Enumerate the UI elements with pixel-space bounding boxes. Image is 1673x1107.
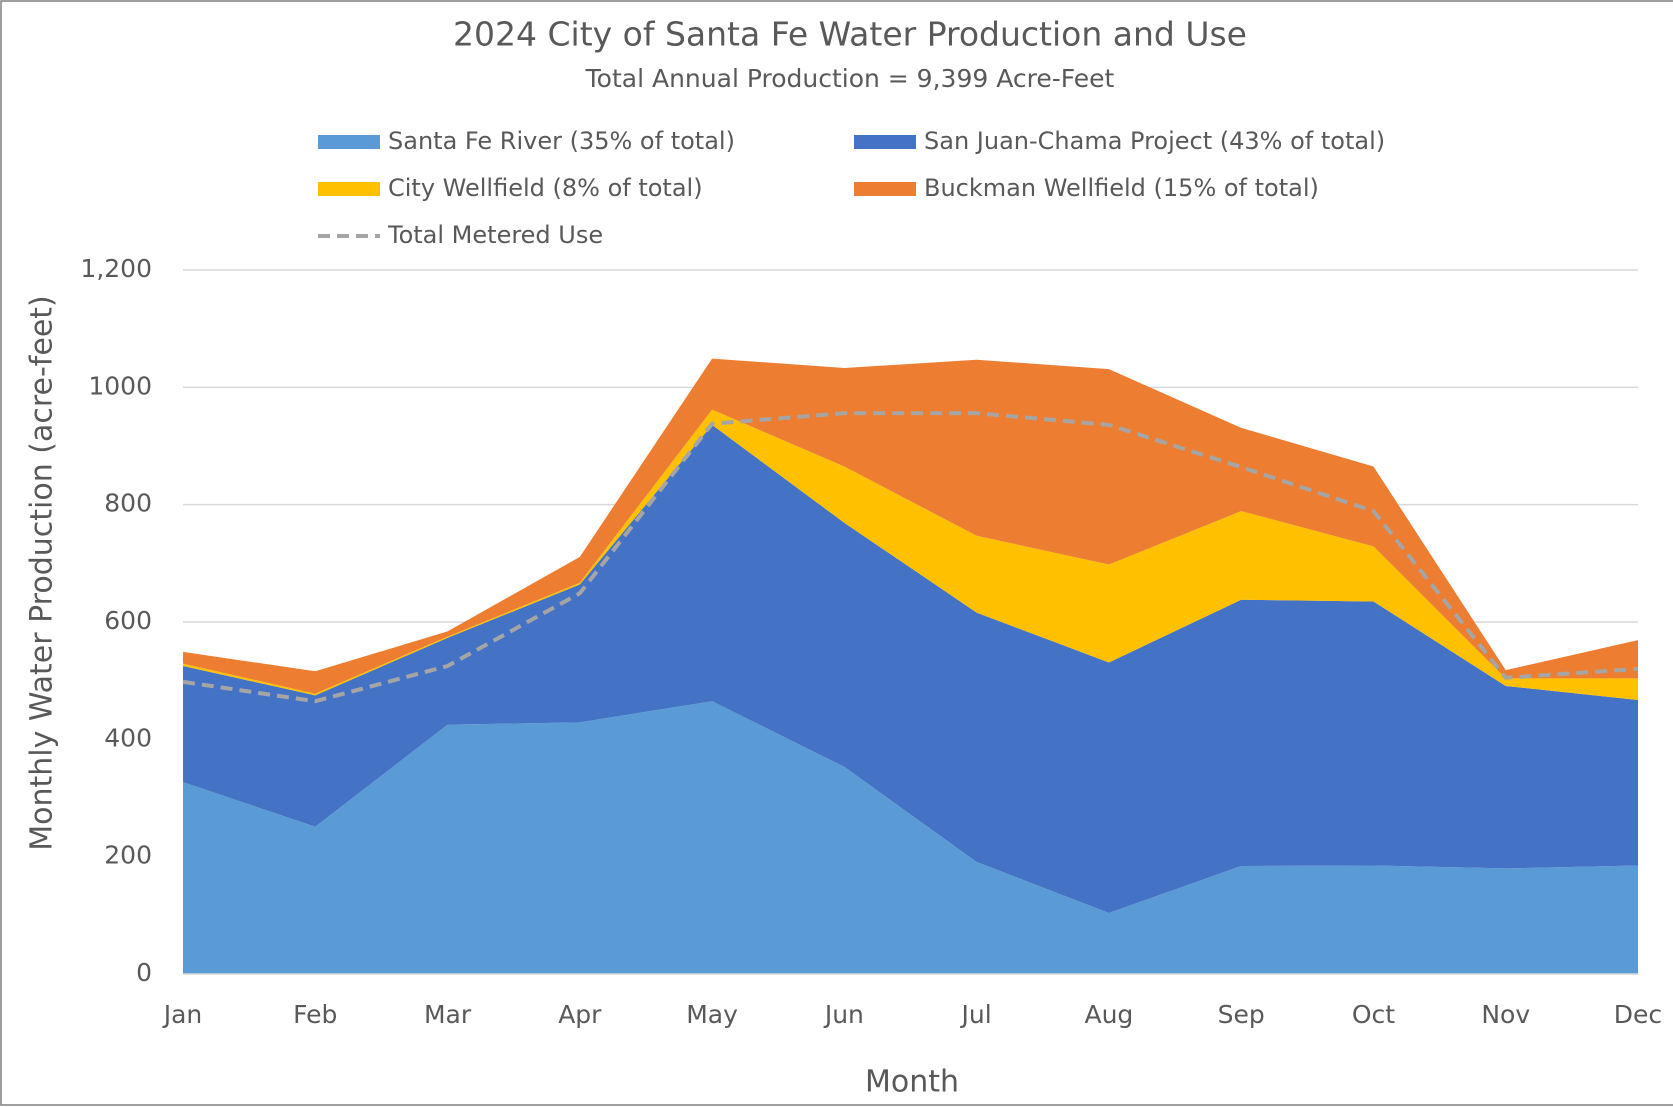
legend-swatch [854, 135, 916, 149]
legend-swatch [318, 135, 380, 149]
x-tick-label: Jul [960, 1000, 992, 1029]
x-tick-label: May [686, 1000, 738, 1029]
area [183, 358, 1638, 694]
x-tick-label: Oct [1352, 1000, 1395, 1029]
x-tick-label: Jun [823, 1000, 864, 1029]
y-tick-label: 800 [104, 489, 152, 518]
chart-subtitle: Total Annual Production = 9,399 Acre-Fee… [585, 64, 1115, 93]
y-tick-label: 400 [104, 723, 152, 752]
legend-label: Buckman Wellfield (15% of total) [924, 174, 1319, 202]
x-axis-title: Month [865, 1065, 959, 1100]
legend-label: Santa Fe River (35% of total) [388, 127, 735, 155]
x-tick-label: Apr [558, 1000, 602, 1029]
x-tick-label: Sep [1218, 1000, 1265, 1029]
line [182, 411, 1639, 704]
area [183, 701, 1638, 974]
y-tick-label: 200 [104, 841, 152, 870]
x-tick-label: Jan [162, 1000, 203, 1029]
x-tick-label: Feb [293, 1000, 337, 1029]
legend-label: City Wellfield (8% of total) [388, 174, 703, 202]
y-axis-title: Monthly Water Production (acre-feet) [25, 295, 60, 851]
chart-title: 2024 City of Santa Fe Water Production a… [453, 15, 1247, 54]
y-tick-label: 600 [104, 606, 152, 635]
y-tick-label: 1000 [88, 371, 152, 400]
area [183, 409, 1638, 701]
x-tick-label: Mar [424, 1000, 472, 1029]
x-tick-label: Dec [1614, 1000, 1662, 1029]
y-tick-label: 1,200 [80, 254, 152, 283]
y-tick-label: 0 [136, 958, 152, 987]
legend-swatch [318, 182, 380, 196]
x-tick-label: Nov [1481, 1000, 1530, 1029]
x-tick-label: Aug [1084, 1000, 1133, 1029]
legend-label: Total Metered Use [387, 221, 603, 249]
legend-label: San Juan-Chama Project (43% of total) [924, 127, 1385, 155]
legend-swatch [854, 182, 916, 196]
area [183, 424, 1638, 913]
